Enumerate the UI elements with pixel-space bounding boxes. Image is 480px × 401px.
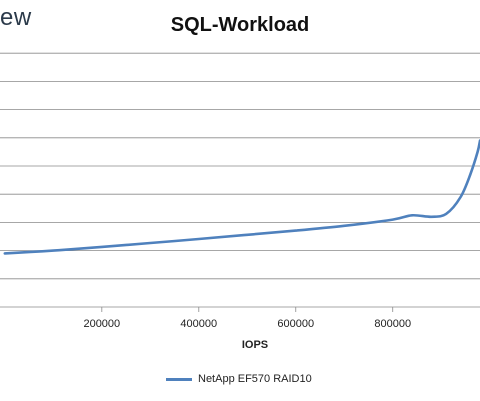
gridlines [0, 52, 480, 308]
x-tick-label: 800000 [374, 318, 411, 330]
x-tick-labels: 200000 400000 600000 800000 [83, 307, 411, 330]
x-tick-label: 400000 [180, 318, 217, 330]
legend-label: NetApp EF570 RAID10 [198, 373, 312, 385]
x-tick-label: 600000 [277, 318, 314, 330]
series-line [3, 139, 480, 255]
legend-swatch [166, 377, 192, 381]
x-axis-label: IOPS [242, 339, 268, 351]
chart-title: SQL-Workload [170, 14, 310, 36]
brand-logo-text: ew [0, 4, 32, 31]
legend: NetApp EF570 RAID10 [166, 373, 312, 385]
x-tick-label: 200000 [83, 318, 120, 330]
series-lines [3, 139, 480, 255]
